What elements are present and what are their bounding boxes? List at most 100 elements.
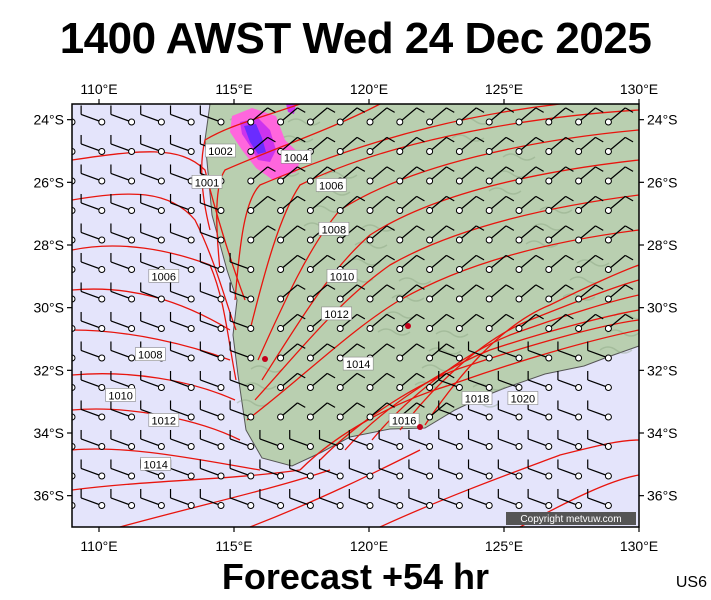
wind-barb-shaft [280, 372, 298, 388]
wind-barb-shaft [399, 313, 418, 329]
wind-barb-shaft [200, 467, 222, 477]
station-circle [306, 177, 314, 185]
wind-barb-shaft [557, 408, 579, 418]
wind-barb-shaft [170, 143, 192, 153]
station-circle [247, 472, 255, 480]
wind-barb-shaft [310, 402, 328, 418]
station-circle [336, 354, 344, 362]
terrain-stroke [250, 365, 284, 373]
station-circle [426, 148, 434, 155]
station-circle [575, 502, 583, 509]
wind-barb-feather [624, 284, 634, 290]
wind-barb-shaft [200, 408, 222, 418]
station-circle [157, 443, 165, 450]
station-circle [485, 177, 493, 185]
station-circle [545, 384, 553, 391]
station-circle [426, 413, 434, 421]
station-circle [366, 413, 374, 421]
wind-barb-shaft [80, 261, 103, 271]
wind-barb-shaft [229, 349, 252, 359]
isobar-label-box [315, 178, 347, 192]
wind-barb-shaft [369, 166, 388, 182]
station-circle [187, 502, 195, 509]
wind-barb-feather [475, 195, 485, 202]
wind-barb-shaft [289, 497, 311, 507]
wind-barb-shaft [259, 497, 281, 507]
station-circle [306, 354, 314, 362]
wind-barb-feather [416, 372, 425, 379]
wind-barb-shaft [527, 349, 550, 359]
wind-barb-shaft [548, 225, 567, 241]
wind-barb-shaft [310, 166, 328, 182]
wind-barb-feather [535, 254, 544, 261]
wind-barb-shaft [140, 202, 162, 212]
wind-barb-feather [356, 372, 366, 379]
wind-barb-feather [446, 343, 455, 349]
wind-barb-shaft [399, 107, 418, 123]
wind-barb-shaft [170, 379, 192, 389]
station-circle [575, 354, 583, 362]
station-circle [366, 502, 374, 509]
wind-barb-shaft [349, 438, 371, 448]
isobar-label-box [318, 222, 350, 236]
station-circle [485, 502, 493, 509]
wind-barb-shaft [459, 284, 477, 300]
station-circle [426, 118, 434, 126]
terrain-stroke [532, 223, 566, 231]
isobar-label-text: 1016 [392, 415, 416, 427]
station-circle [575, 443, 583, 450]
station-circle [455, 502, 463, 509]
station-circle [217, 236, 225, 244]
axis-ticks [67, 99, 644, 532]
station-circle [366, 118, 374, 126]
wind-barb-feather [595, 313, 604, 320]
wind-barb-shaft [488, 254, 507, 270]
wind-barb-shaft [438, 497, 460, 507]
wind-barb-shaft [488, 313, 507, 329]
wind-barb-feather [475, 225, 485, 231]
station-circle [336, 118, 344, 126]
station-circle [157, 472, 165, 480]
isobar-label-text: 1008 [138, 350, 162, 362]
isobar-label: 1012 [321, 306, 352, 321]
station-circle [306, 295, 314, 303]
wind-barb-shaft [229, 467, 252, 477]
station-circle [515, 118, 523, 126]
isobar-label: 1018 [461, 391, 493, 406]
isobar-label: 1008 [318, 222, 350, 236]
wind-barb-feather [326, 136, 336, 143]
station-circle [306, 472, 314, 480]
wind-barb-feather [416, 313, 425, 320]
wind-barb-shaft [259, 438, 281, 448]
wind-barb-shaft [498, 379, 520, 389]
station-circle [515, 502, 523, 509]
wind-barb-shaft [378, 467, 401, 477]
station-circle [545, 325, 553, 332]
wind-barb-shaft [408, 467, 430, 477]
wind-barb-feather [535, 195, 544, 202]
isobar-label: 1014 [140, 457, 171, 471]
station-circle [604, 384, 612, 391]
wind-barb-shaft [408, 438, 430, 448]
station-circle [455, 236, 463, 244]
lon-labels-bottom: 110°E 115°E 120°E 125°E 130°E [80, 538, 658, 554]
lat-label: 28°S [33, 237, 64, 253]
wind-barb-shaft [110, 497, 132, 507]
isobar-label: 1006 [148, 269, 180, 283]
station-circle [604, 266, 612, 273]
wind-barb-shaft [429, 343, 447, 359]
lon-label: 120°E [350, 538, 388, 554]
copyright-box [506, 512, 636, 525]
wind-barb-shaft [80, 408, 103, 418]
wind-barb-shaft [80, 172, 103, 182]
station-circle [455, 148, 463, 155]
wind-barb-feather [356, 343, 366, 349]
wind-barb-shaft [80, 438, 103, 448]
wind-barb-shaft [339, 402, 358, 418]
wind-barb-shaft [80, 202, 103, 212]
station-circle [187, 236, 195, 244]
station-circle [98, 443, 106, 450]
wind-barb-shaft [250, 107, 269, 123]
station-circle [277, 502, 285, 509]
station-circle [485, 207, 493, 214]
